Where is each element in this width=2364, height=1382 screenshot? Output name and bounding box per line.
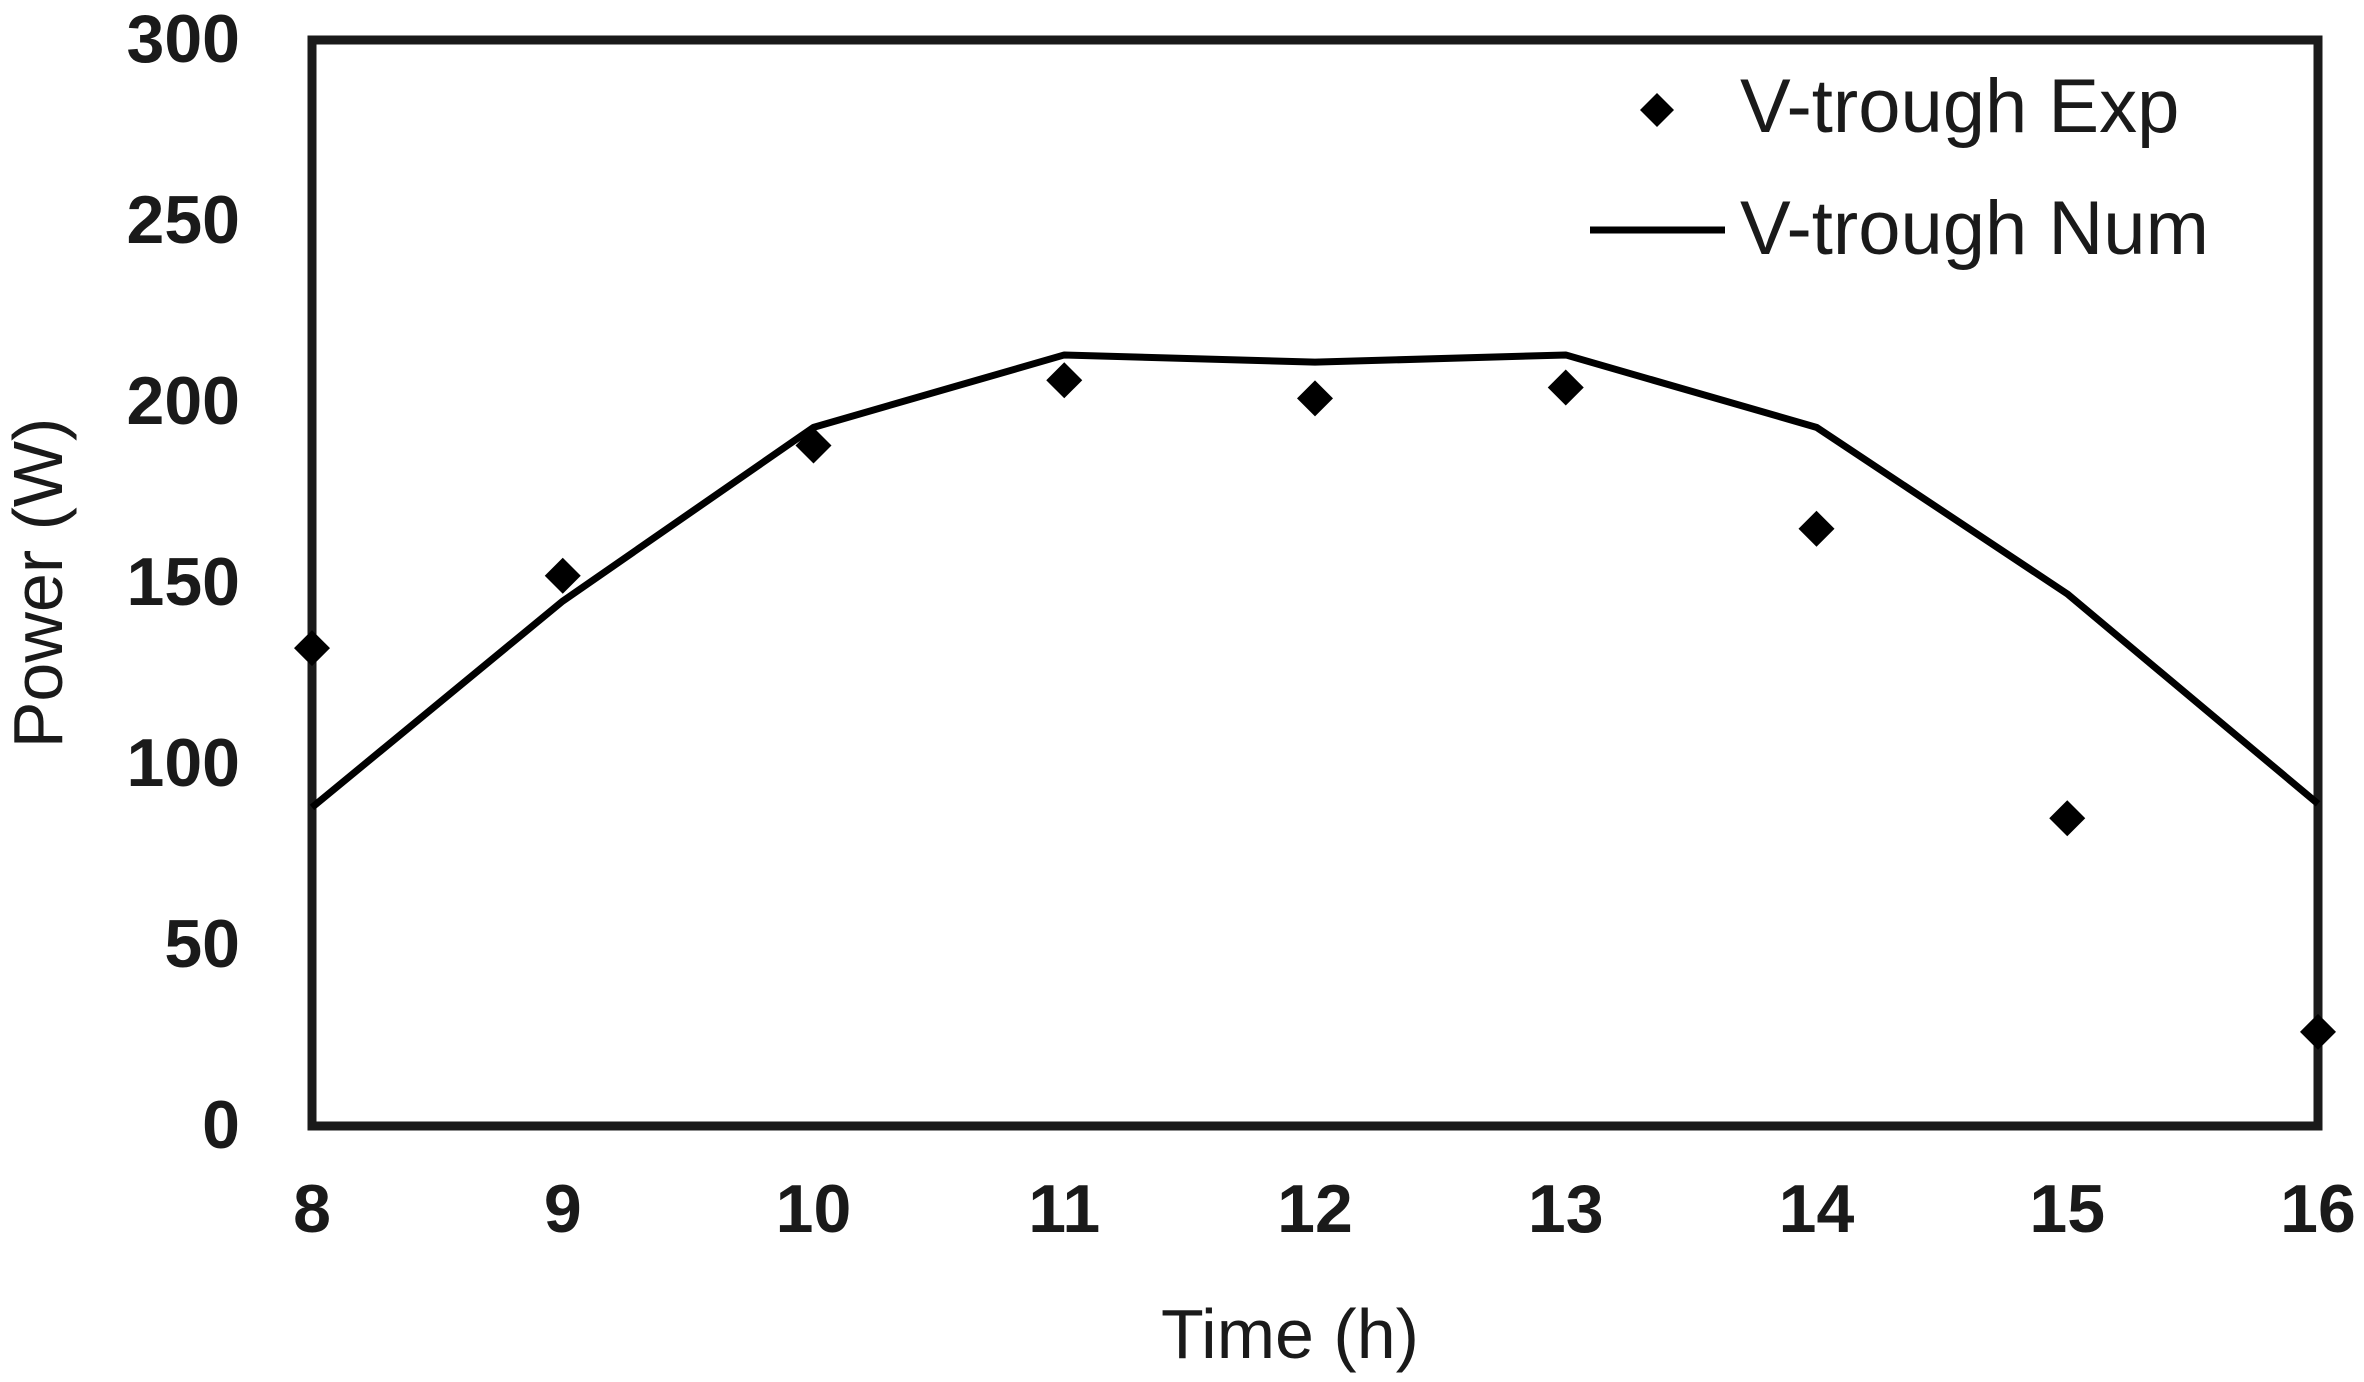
x-axis-title: Time (h) <box>1161 1295 1419 1373</box>
x-tick-label: 12 <box>1277 1171 1353 1247</box>
x-tick-label: 8 <box>293 1171 331 1247</box>
x-axis-tick-labels: 8 9 10 11 12 13 14 15 16 <box>293 1171 2356 1247</box>
data-point-v-trough-exp <box>1297 380 1333 417</box>
data-point-v-trough-exp <box>2049 800 2086 837</box>
y-tick-label: 150 <box>127 544 240 620</box>
data-point-v-trough-exp <box>1798 510 1835 547</box>
data-point-v-trough-exp <box>2300 1013 2336 1050</box>
y-tick-label: 50 <box>164 906 240 982</box>
data-point-v-trough-exp <box>544 557 581 594</box>
y-axis-title: Power (W) <box>0 418 77 749</box>
y-tick-label: 250 <box>127 182 240 258</box>
data-point-v-trough-exp <box>1547 369 1584 406</box>
data-point-v-trough-exp <box>795 427 832 464</box>
x-tick-label: 11 <box>1028 1171 1100 1247</box>
legend-marker-v-trough-exp <box>1640 93 1674 127</box>
series-line-v-trough-num <box>309 351 2321 811</box>
y-tick-label: 0 <box>202 1087 240 1163</box>
data-point-v-trough-exp <box>294 630 330 667</box>
legend-label-v-trough-exp: V-trough Exp <box>1740 64 2179 149</box>
x-tick-label: 10 <box>776 1171 852 1247</box>
x-tick-label: 16 <box>2280 1171 2356 1247</box>
y-tick-label: 300 <box>127 1 240 77</box>
x-tick-label: 13 <box>1528 1171 1604 1247</box>
y-tick-label: 100 <box>127 725 240 801</box>
series-v-trough-num <box>309 351 2321 811</box>
plot-area <box>307 35 2323 1131</box>
x-tick-label: 15 <box>2029 1171 2105 1247</box>
y-axis-tick-labels: 0 50 100 150 200 250 300 <box>127 1 240 1163</box>
legend: V-trough Exp V-trough Num <box>1590 64 2209 271</box>
y-tick-label: 200 <box>127 363 240 439</box>
x-tick-label: 9 <box>544 1171 582 1247</box>
series-v-trough-exp <box>294 362 2336 1050</box>
data-point-v-trough-exp <box>1046 362 1083 399</box>
x-tick-label: 14 <box>1779 1171 1855 1247</box>
plot-frame <box>307 35 2323 1131</box>
legend-label-v-trough-num: V-trough Num <box>1740 186 2209 271</box>
